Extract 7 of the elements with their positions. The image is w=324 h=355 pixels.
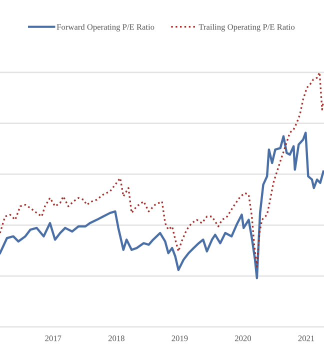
x-tick-label: 2021 <box>298 336 314 342</box>
legend-label: Trailing Operating P/E Ratio <box>198 24 295 32</box>
x-tick-label: 2020 <box>235 336 252 342</box>
x-tick-label: 2019 <box>172 336 188 342</box>
x-tick-label: 2017 <box>45 336 62 342</box>
legend-label: Forward Operating P/E Ratio <box>56 24 154 32</box>
x-tick-label: 2018 <box>108 336 124 342</box>
